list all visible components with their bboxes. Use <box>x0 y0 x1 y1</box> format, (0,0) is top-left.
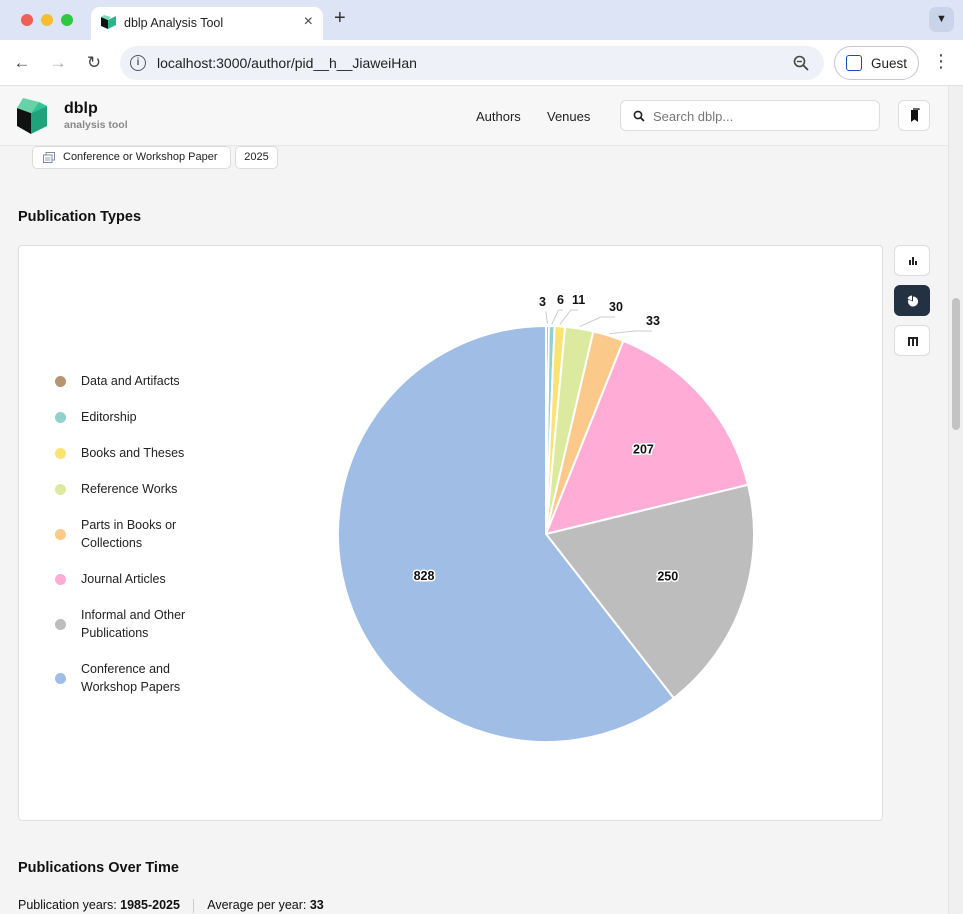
legend-label: Journal Articles <box>81 572 166 586</box>
label-leader-line <box>609 330 652 335</box>
legend-label: Parts in Books or Collections <box>81 518 177 550</box>
table-view-button[interactable] <box>894 325 930 356</box>
bookmarks-button[interactable] <box>898 100 930 131</box>
forward-arrow-icon[interactable]: → <box>49 53 67 72</box>
legend-swatch <box>55 528 66 540</box>
legend-label: Data and Artifacts <box>81 374 180 388</box>
address-bar[interactable]: i localhost:3000/author/pid__h__JiaweiHa… <box>120 46 824 80</box>
nav-venues-link[interactable]: Venues <box>547 109 591 124</box>
publication-stats: Publication years: 1985-2025 Average per… <box>18 898 324 913</box>
years-value: 1985-2025 <box>120 898 180 912</box>
search-input[interactable] <box>653 106 873 126</box>
pie-slice[interactable] <box>544 339 750 536</box>
legend-label: Informal and Other Publications <box>81 608 186 640</box>
profile-icon <box>846 55 862 71</box>
publications-over-time-title: Publications Over Time <box>18 860 179 876</box>
app-header: dblp analysis tool Authors Venues <box>0 86 948 146</box>
reload-icon[interactable]: ↻ <box>86 53 102 72</box>
label-leader-line <box>579 316 615 328</box>
minimize-window-button[interactable] <box>41 14 53 26</box>
browser-tab-bar: dblp Analysis Tool × + ▼ <box>0 0 963 40</box>
search-icon <box>633 110 645 122</box>
legend-swatch <box>55 618 66 630</box>
avg-label: Average per year: <box>207 898 307 912</box>
slice-value-label: 33 <box>646 314 660 328</box>
dblp-logo-icon <box>101 15 116 29</box>
legend-swatch <box>55 672 66 684</box>
bar-chart-icon <box>909 257 917 265</box>
maximize-window-button[interactable] <box>61 14 73 26</box>
filter-chip-year[interactable]: 2025 <box>235 146 278 169</box>
legend-label: Editorship <box>81 410 137 424</box>
slice-value-label: 6 <box>557 293 564 307</box>
legend-swatch <box>55 483 66 495</box>
publication-types-chart-card: Data and Artifacts Editorship Books and Th… <box>18 245 883 821</box>
legend-swatch <box>55 375 66 387</box>
new-tab-icon[interactable]: + <box>334 7 346 29</box>
browser-tab[interactable]: dblp Analysis Tool × <box>91 7 323 40</box>
legend-swatch <box>55 447 66 459</box>
filter-chip-type[interactable]: Conference or Workshop Paper <box>32 146 231 169</box>
slice-value-label: 30 <box>609 300 623 314</box>
dblp-logo-icon[interactable] <box>17 96 49 134</box>
legend-item[interactable]: Conference and Workshop Papers <box>55 660 235 696</box>
publication-types-title: Publication Types <box>18 209 142 225</box>
scrollbar-thumb[interactable] <box>952 298 960 430</box>
brand-subtitle: analysis tool <box>64 119 128 131</box>
slice-value-label: 3 <box>539 295 546 309</box>
pie-slice[interactable] <box>337 324 676 743</box>
legend-swatch <box>55 573 66 585</box>
documents-icon <box>43 152 55 163</box>
back-arrow-icon[interactable]: ← <box>13 53 31 72</box>
profile-button[interactable]: Guest <box>834 46 919 80</box>
legend-item[interactable]: Reference Works <box>55 480 235 498</box>
chart-legend: Data and Artifacts Editorship Books and Th… <box>55 372 235 714</box>
legend-item[interactable]: Books and Theses <box>55 444 235 462</box>
tab-title: dblp Analysis Tool <box>124 16 224 30</box>
bookmark-icon <box>911 108 920 122</box>
legend-item[interactable]: Parts in Books or Collections <box>55 516 235 552</box>
zoom-icon[interactable] <box>792 54 810 72</box>
nav-authors-link[interactable]: Authors <box>476 109 521 124</box>
legend-item[interactable]: Journal Articles <box>55 570 235 588</box>
publication-types-pie-chart: 3 6 11 30 33 207 250 828 <box>337 293 755 743</box>
slice-value-label: 828 <box>414 569 435 583</box>
legend-label: Books and Theses <box>81 446 185 460</box>
url-text[interactable]: localhost:3000/author/pid__h__JiaweiHan <box>157 55 417 71</box>
pie-chart-view-button[interactable] <box>894 285 930 316</box>
site-info-icon[interactable]: i <box>130 55 146 71</box>
legend-item[interactable]: Data and Artifacts <box>55 372 235 390</box>
legend-label: Conference and Workshop Papers <box>81 662 181 694</box>
filter-chip-year-label: 2025 <box>244 151 269 163</box>
slice-value-label: 11 <box>572 293 585 307</box>
years-label: Publication years: <box>18 898 117 912</box>
legend-item[interactable]: Informal and Other Publications <box>55 606 235 642</box>
stats-divider <box>193 898 195 913</box>
label-leader-line <box>559 309 578 325</box>
brand-title[interactable]: dblp <box>64 100 98 117</box>
pie-slice[interactable] <box>544 483 755 700</box>
avg-value: 33 <box>309 898 324 912</box>
label-leader-line <box>545 311 548 325</box>
search-box[interactable] <box>620 100 880 131</box>
table-icon <box>908 337 918 346</box>
legend-item[interactable]: Editorship <box>55 408 235 426</box>
scrollbar-track[interactable] <box>948 86 963 914</box>
browser-menu-icon[interactable]: ⋮ <box>932 51 950 71</box>
label-leader-line <box>551 309 563 325</box>
close-window-button[interactable] <box>21 14 33 26</box>
profile-label: Guest <box>871 56 908 71</box>
legend-label: Reference Works <box>81 482 178 496</box>
tab-search-chevron-icon[interactable]: ▼ <box>929 7 954 32</box>
close-tab-icon[interactable]: × <box>303 13 313 30</box>
slice-value-label: 207 <box>633 443 654 457</box>
legend-swatch <box>55 411 66 423</box>
filter-chip-type-label: Conference or Workshop Paper <box>63 151 218 163</box>
pie-chart-icon <box>907 295 919 307</box>
bar-chart-view-button[interactable] <box>894 245 930 276</box>
slice-value-label: 250 <box>657 569 678 583</box>
browser-toolbar: ← → ↻ i localhost:3000/author/pid__h__Ji… <box>0 40 963 86</box>
